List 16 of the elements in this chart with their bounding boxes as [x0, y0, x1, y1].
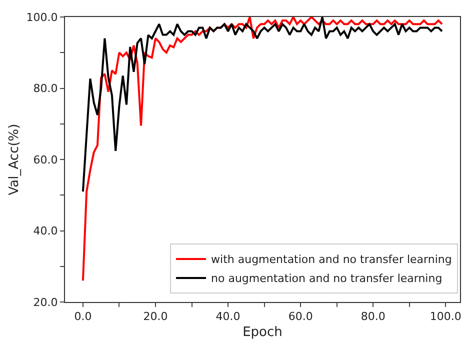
x-tick-label: 40.0 [216, 310, 240, 324]
y-tick-label: 100.0 [26, 10, 58, 24]
y-tick-label: 20.0 [33, 296, 58, 309]
legend-label: no augmentation and no transfer learning [211, 272, 442, 286]
x-tick-label: 60.0 [288, 310, 313, 324]
y-axis-title: Val_Acc(%) [7, 124, 22, 196]
x-tick-label: 100.0 [430, 310, 462, 324]
x-tick-label: 20.0 [143, 310, 168, 324]
line-series [82, 17, 444, 193]
y-tick-label: 40.0 [33, 224, 58, 238]
legend-label: with augmentation and no transfer learning [211, 253, 452, 266]
x-tick-label: 80.0 [360, 310, 386, 324]
x-axis-title: Epoch [242, 324, 282, 340]
y-tick-label: 80.0 [33, 82, 58, 96]
y-tick-label: 60.0 [33, 153, 58, 166]
x-tick-label: 0.0 [74, 310, 92, 324]
